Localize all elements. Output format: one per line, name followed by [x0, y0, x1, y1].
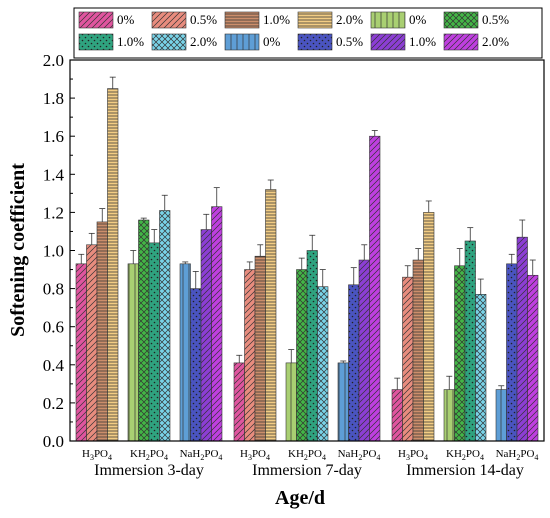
bar	[516, 236, 528, 442]
legend-swatch	[224, 33, 260, 51]
bar	[254, 255, 266, 442]
bar	[190, 288, 202, 442]
legend-swatch	[297, 11, 333, 29]
group-label: Immersion 7-day	[252, 462, 362, 479]
x-tick-label: NaH2PO4	[180, 448, 223, 462]
bar	[527, 274, 539, 442]
y-tick-label: 0.6	[43, 318, 64, 337]
bar	[402, 276, 414, 442]
legend-label: 0%	[409, 12, 427, 27]
legend-swatch	[224, 11, 260, 29]
legend-label: 1.0%	[409, 34, 436, 49]
legend-swatch	[370, 33, 406, 51]
bar	[244, 269, 256, 442]
y-tick-label: 2.0	[43, 51, 64, 70]
x-tick-label: NaH2PO4	[496, 448, 539, 462]
y-tick-label: 1.4	[43, 165, 65, 184]
legend-swatch	[370, 11, 406, 29]
bar	[159, 210, 171, 442]
bar	[348, 284, 360, 442]
legend-swatch	[297, 33, 333, 51]
bar	[337, 362, 349, 442]
legend-swatch	[151, 11, 187, 29]
legend-label: 0.5%	[336, 34, 363, 49]
x-tick-label: H3PO4	[82, 448, 112, 462]
y-tick-label: 1.8	[43, 89, 64, 108]
bar	[96, 221, 108, 442]
legend-label: 0%	[117, 12, 135, 27]
bar	[454, 265, 466, 442]
y-tick-label: 0.2	[43, 394, 64, 413]
x-tick-label: KH2PO4	[130, 448, 168, 462]
y-tick-label: 0.8	[43, 280, 64, 299]
bar	[265, 189, 277, 442]
bar	[285, 362, 297, 442]
axes: 0.0 0.2 0.4 0.6 0.8 1.0 1.2 1.4 1.6 1.8 2.0 H3PO4 KH…	[43, 51, 545, 479]
group-label: Immersion 3-day	[94, 462, 204, 479]
legend-swatch	[443, 11, 479, 29]
bar	[127, 263, 139, 442]
bar	[369, 135, 381, 442]
x-tick-label: KH2PO4	[288, 448, 326, 462]
bar	[317, 286, 329, 442]
legend-label: 1.0%	[117, 34, 144, 49]
bar	[423, 212, 435, 442]
bar	[200, 229, 212, 442]
bar	[179, 263, 191, 442]
legend: 0% 0.5% 1.0% 2.0% 0% 0.5% 1.0% 2.0% 0% 0.5% 1.0% 2.…	[73, 7, 543, 59]
legend-label: 2.0%	[482, 34, 509, 49]
bar	[391, 389, 403, 442]
y-tick-label: 1.2	[43, 203, 64, 222]
legend-swatch	[78, 33, 114, 51]
x-tick-label: H3PO4	[240, 448, 270, 462]
bar	[107, 88, 119, 442]
bar	[296, 269, 308, 442]
y-tick-label: 1.6	[43, 127, 64, 146]
x-tick-label: H3PO4	[398, 448, 428, 462]
x-tick-label: NaH2PO4	[338, 448, 381, 462]
bar	[475, 294, 487, 442]
bar	[233, 362, 245, 442]
bar	[506, 263, 518, 442]
legend-label: 0.5%	[482, 12, 509, 27]
x-axis-label: Age/d	[275, 487, 325, 509]
group-label: Immersion 14-day	[406, 462, 524, 479]
legend-label: 1.0%	[263, 12, 290, 27]
bar	[138, 219, 150, 442]
legend-label: 0.5%	[190, 12, 217, 27]
x-tick-label: KH2PO4	[446, 448, 484, 462]
bar	[358, 259, 370, 442]
bar	[75, 263, 87, 442]
bar	[443, 389, 455, 442]
legend-label: 2.0%	[336, 12, 363, 27]
bar	[306, 250, 318, 442]
legend-label: 2.0%	[190, 34, 217, 49]
bar	[464, 240, 476, 442]
bar	[148, 242, 160, 442]
bar	[495, 389, 507, 442]
legend-label: 0%	[263, 34, 281, 49]
y-axis-label: Softening coefficient	[7, 163, 29, 337]
y-tick-label: 1.0	[43, 242, 64, 261]
bars	[75, 76, 539, 442]
legend-swatch	[78, 11, 114, 29]
bar	[211, 206, 223, 442]
y-tick-label: 0.4	[43, 356, 65, 375]
bar	[412, 259, 424, 442]
bar	[86, 244, 98, 442]
legend-swatch	[151, 33, 187, 51]
legend-swatch	[443, 33, 479, 51]
y-tick-label: 0.0	[43, 432, 64, 451]
